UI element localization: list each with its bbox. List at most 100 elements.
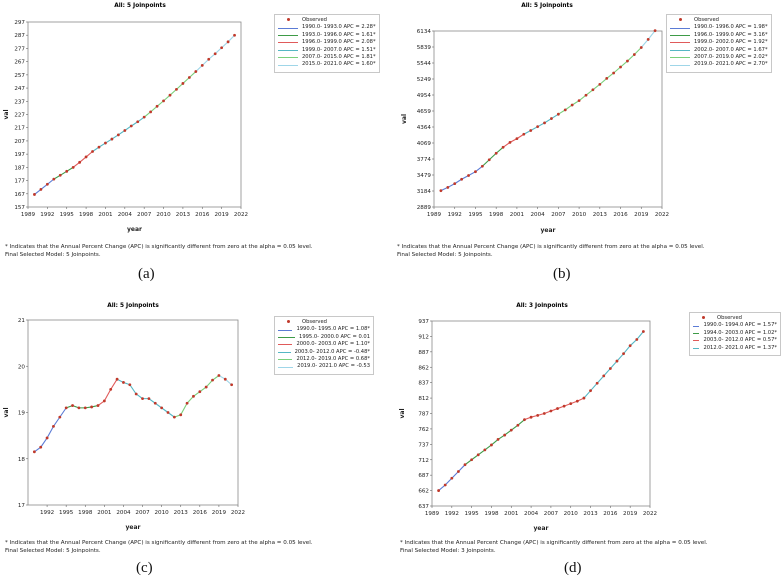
observed-point (233, 33, 236, 37)
legend-swatch (693, 333, 700, 335)
x-tick-label: 2016 (613, 212, 628, 218)
y-tick-label: 18 (18, 457, 26, 463)
observed-point (575, 399, 579, 403)
x-axis-label: year (541, 227, 556, 234)
observed-point (153, 401, 157, 405)
observed-point (64, 406, 68, 410)
y-tick-label: 3184 (417, 189, 432, 195)
legend-label: 2015.0- 2021.0 APC = 1.60* (302, 61, 376, 68)
legend-entry-segment: 1990.0- 1995.0 APC = 1.08* (278, 326, 370, 333)
legend-entry-segment: 2019.0- 2021.0 APC = -0.53 (278, 363, 370, 370)
legend-entry-segment: 1993.0- 1996.0 APC = 1.61* (278, 32, 376, 39)
x-tick-label: 2001 (504, 511, 519, 517)
legend-label: 2000.0- 2003.0 APC = 1.10* (296, 341, 370, 348)
y-tick-label: 4364 (417, 125, 432, 131)
legend-marker (670, 17, 690, 24)
y-tick-label: 762 (418, 427, 429, 433)
observed-point (622, 352, 625, 356)
legend-label: Observed (694, 17, 719, 23)
chart-caption: (c) (136, 560, 153, 576)
legend-label: 1994.0- 2003.0 APC = 1.02* (703, 329, 777, 336)
legend-label: 1999.0- 2007.0 APC = 1.51* (302, 46, 376, 53)
y-tick-label: 19 (18, 411, 26, 417)
observed-point (194, 70, 198, 73)
legend-entry-segment: 1994.0- 2003.0 APC = 1.02* (693, 330, 777, 337)
observed-point (217, 374, 221, 377)
observed-point (646, 37, 650, 41)
y-tick-label: 4954 (417, 93, 432, 99)
observed-point (84, 155, 88, 159)
legend-marker (278, 319, 298, 326)
chart-d-legend: Observed 1990.0- 1994.0 APC = 1.57* 1994.0… (689, 312, 781, 357)
observed-point (226, 40, 230, 44)
observed-point (223, 377, 227, 381)
observed-point (96, 404, 100, 407)
observed-point (584, 93, 588, 97)
x-axis-label: year (127, 226, 142, 233)
x-tick-label: 1998 (484, 511, 499, 517)
y-tick-label: 21 (18, 318, 26, 324)
x-tick-label: 1989 (425, 511, 440, 517)
y-tick-label: 297 (14, 20, 25, 26)
y-tick-label: 712 (418, 458, 429, 464)
observed-point (439, 189, 443, 193)
y-tick-label: 207 (14, 139, 25, 145)
x-tick-label: 2010 (156, 212, 171, 218)
footnote-final-model: Final Selected Model: 5 Joinpoints. (397, 252, 493, 258)
x-tick-label: 2010 (564, 511, 579, 517)
observed-point (39, 188, 43, 191)
chart-title: All: 5 Joinpoints (521, 3, 573, 9)
observed-point (45, 436, 49, 440)
observed-point (45, 182, 49, 186)
observed-point (58, 173, 62, 177)
legend-swatch (670, 35, 690, 37)
chart-b-legend: Observed 1990.0- 1996.0 APC = 1.98* 1996.0… (666, 14, 772, 73)
footnote-final-model: Final Selected Model: 5 Joinpoints. (5, 548, 101, 554)
observed-point (476, 453, 480, 457)
chart-panel-b: All: 5 Joinpoints 2889 3184 3479 3774 4069 436… (392, 0, 784, 292)
legend-swatch (670, 27, 690, 29)
y-tick-label: 737 (418, 442, 429, 448)
observed-point (605, 77, 609, 80)
observed-point (494, 151, 498, 155)
legend-entry-segment: 1996.0- 1999.0 APC = 3.16* (670, 32, 768, 39)
x-tick-label: 1992 (445, 511, 459, 517)
legend-marker (693, 315, 713, 322)
legend-entry-segment: 1990.0- 1994.0 APC = 1.57* (693, 322, 777, 329)
x-tick-label: 2013 (593, 212, 608, 218)
plot-area (431, 320, 651, 507)
x-tick-label: 2004 (524, 511, 539, 517)
y-axis-label: val (399, 408, 406, 418)
x-tick-label: 2013 (176, 212, 191, 218)
legend-entry-segment: 1999.0- 2002.0 APC = 1.92* (670, 39, 768, 46)
x-tick-label: 2016 (195, 212, 210, 218)
legend-label: 1990.0- 1994.0 APC = 1.57* (703, 322, 777, 329)
x-tick-label: 1998 (489, 212, 504, 218)
observed-point (556, 407, 559, 410)
y-tick-label: 937 (418, 319, 429, 325)
observed-point (213, 52, 217, 56)
observed-point (134, 392, 138, 396)
observed-point (104, 141, 107, 145)
observed-point (569, 402, 573, 406)
legend-swatch (278, 344, 293, 346)
legend-entry-segment: 1990.0- 1993.0 APC = 2.28* (278, 24, 376, 31)
legend-swatch (278, 35, 298, 37)
legend-label: 2019.0- 2021.0 APC = 2.70* (694, 61, 768, 68)
x-tick-label: 2007 (137, 212, 152, 218)
x-tick-label: 2019 (212, 510, 227, 516)
y-tick-label: 6134 (417, 29, 432, 35)
x-tick-label: 2004 (116, 510, 131, 516)
observed-point (116, 133, 120, 137)
x-tick-label: 2019 (634, 212, 649, 218)
legend-label: 1990.0- 1996.0 APC = 1.98* (694, 24, 768, 31)
x-tick-label: 2007 (135, 510, 150, 516)
legend-entry-segment: 1995.0- 2000.0 APC = 0.01 (278, 334, 370, 341)
y-tick-label: 20 (18, 364, 26, 370)
observed-point (641, 330, 645, 333)
observed-point (612, 71, 616, 75)
legend-entry-observed: Observed (278, 17, 376, 24)
observed-point (457, 470, 460, 473)
observed-point (523, 418, 526, 422)
plot-area (433, 30, 663, 208)
